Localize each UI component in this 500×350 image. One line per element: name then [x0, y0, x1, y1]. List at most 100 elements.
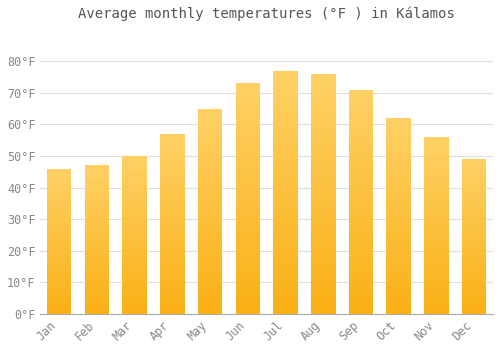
Bar	[236, 175, 260, 180]
Bar	[198, 137, 222, 141]
Bar	[236, 166, 260, 171]
Bar	[47, 177, 72, 180]
Bar	[274, 183, 298, 187]
Bar	[236, 92, 260, 97]
Bar	[348, 287, 374, 292]
Bar	[462, 255, 486, 258]
Bar	[311, 290, 336, 295]
Bar	[274, 294, 298, 299]
Bar	[424, 275, 448, 279]
Bar	[386, 298, 411, 302]
Bar	[386, 228, 411, 232]
Bar	[160, 260, 184, 264]
Bar	[424, 162, 448, 165]
Bar	[274, 187, 298, 192]
Bar	[462, 181, 486, 184]
Bar	[386, 302, 411, 306]
Bar	[84, 293, 109, 296]
Bar	[198, 117, 222, 121]
Bar	[160, 152, 184, 155]
Bar	[348, 166, 374, 170]
Bar	[462, 190, 486, 193]
Bar	[348, 134, 374, 139]
Bar	[311, 155, 336, 160]
Bar	[198, 195, 222, 199]
Bar	[386, 212, 411, 216]
Bar	[311, 107, 336, 112]
Bar	[386, 239, 411, 243]
Bar	[348, 90, 374, 94]
Bar	[47, 195, 72, 198]
Bar	[348, 170, 374, 175]
Bar	[84, 308, 109, 311]
Bar	[47, 273, 72, 276]
Bar	[160, 188, 184, 191]
Bar	[198, 236, 222, 240]
Bar	[311, 203, 336, 208]
Bar	[274, 275, 298, 280]
Bar	[311, 165, 336, 170]
Bar	[462, 209, 486, 212]
Bar	[274, 148, 298, 153]
Bar	[160, 281, 184, 285]
Bar	[160, 238, 184, 242]
Bar	[160, 234, 184, 238]
Bar	[198, 310, 222, 314]
Bar	[84, 299, 109, 302]
Bar	[274, 260, 298, 265]
Bar	[348, 265, 374, 269]
Bar	[84, 270, 109, 272]
Bar	[462, 267, 486, 271]
Bar	[311, 300, 336, 304]
Bar	[47, 247, 72, 250]
Bar	[122, 247, 147, 251]
Bar	[424, 187, 448, 190]
Bar	[348, 130, 374, 134]
Bar	[236, 222, 260, 226]
Bar	[122, 181, 147, 184]
Bar	[122, 203, 147, 206]
Bar	[84, 240, 109, 243]
Bar	[84, 210, 109, 213]
Bar	[348, 229, 374, 233]
Bar	[462, 246, 486, 249]
Bar	[84, 258, 109, 260]
Bar	[311, 74, 336, 79]
Bar	[462, 311, 486, 314]
Bar	[311, 117, 336, 122]
Bar	[348, 179, 374, 184]
Bar	[47, 206, 72, 209]
Bar	[47, 227, 72, 230]
Bar	[84, 225, 109, 228]
Bar	[424, 289, 448, 293]
Bar	[386, 173, 411, 177]
Bar	[236, 263, 260, 268]
Bar	[424, 140, 448, 144]
Bar	[311, 295, 336, 300]
Bar	[386, 286, 411, 290]
Bar	[47, 294, 72, 296]
Bar	[122, 282, 147, 286]
Bar	[122, 289, 147, 292]
Bar	[311, 199, 336, 203]
Bar	[236, 259, 260, 263]
Bar	[311, 309, 336, 314]
Bar	[348, 269, 374, 273]
Bar	[348, 292, 374, 296]
Bar	[236, 162, 260, 166]
Bar	[424, 247, 448, 250]
Bar	[311, 285, 336, 290]
Bar	[47, 250, 72, 253]
Bar	[122, 298, 147, 301]
Bar	[462, 271, 486, 274]
Bar	[84, 180, 109, 183]
Bar	[47, 236, 72, 238]
Bar	[236, 194, 260, 198]
Bar	[274, 124, 298, 129]
Bar	[424, 169, 448, 172]
Bar	[462, 237, 486, 240]
Bar	[311, 232, 336, 237]
Bar	[122, 260, 147, 263]
Bar	[198, 228, 222, 232]
Bar	[160, 271, 184, 274]
